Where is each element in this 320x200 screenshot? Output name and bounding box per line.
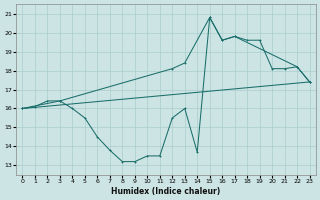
X-axis label: Humidex (Indice chaleur): Humidex (Indice chaleur) — [111, 187, 221, 196]
